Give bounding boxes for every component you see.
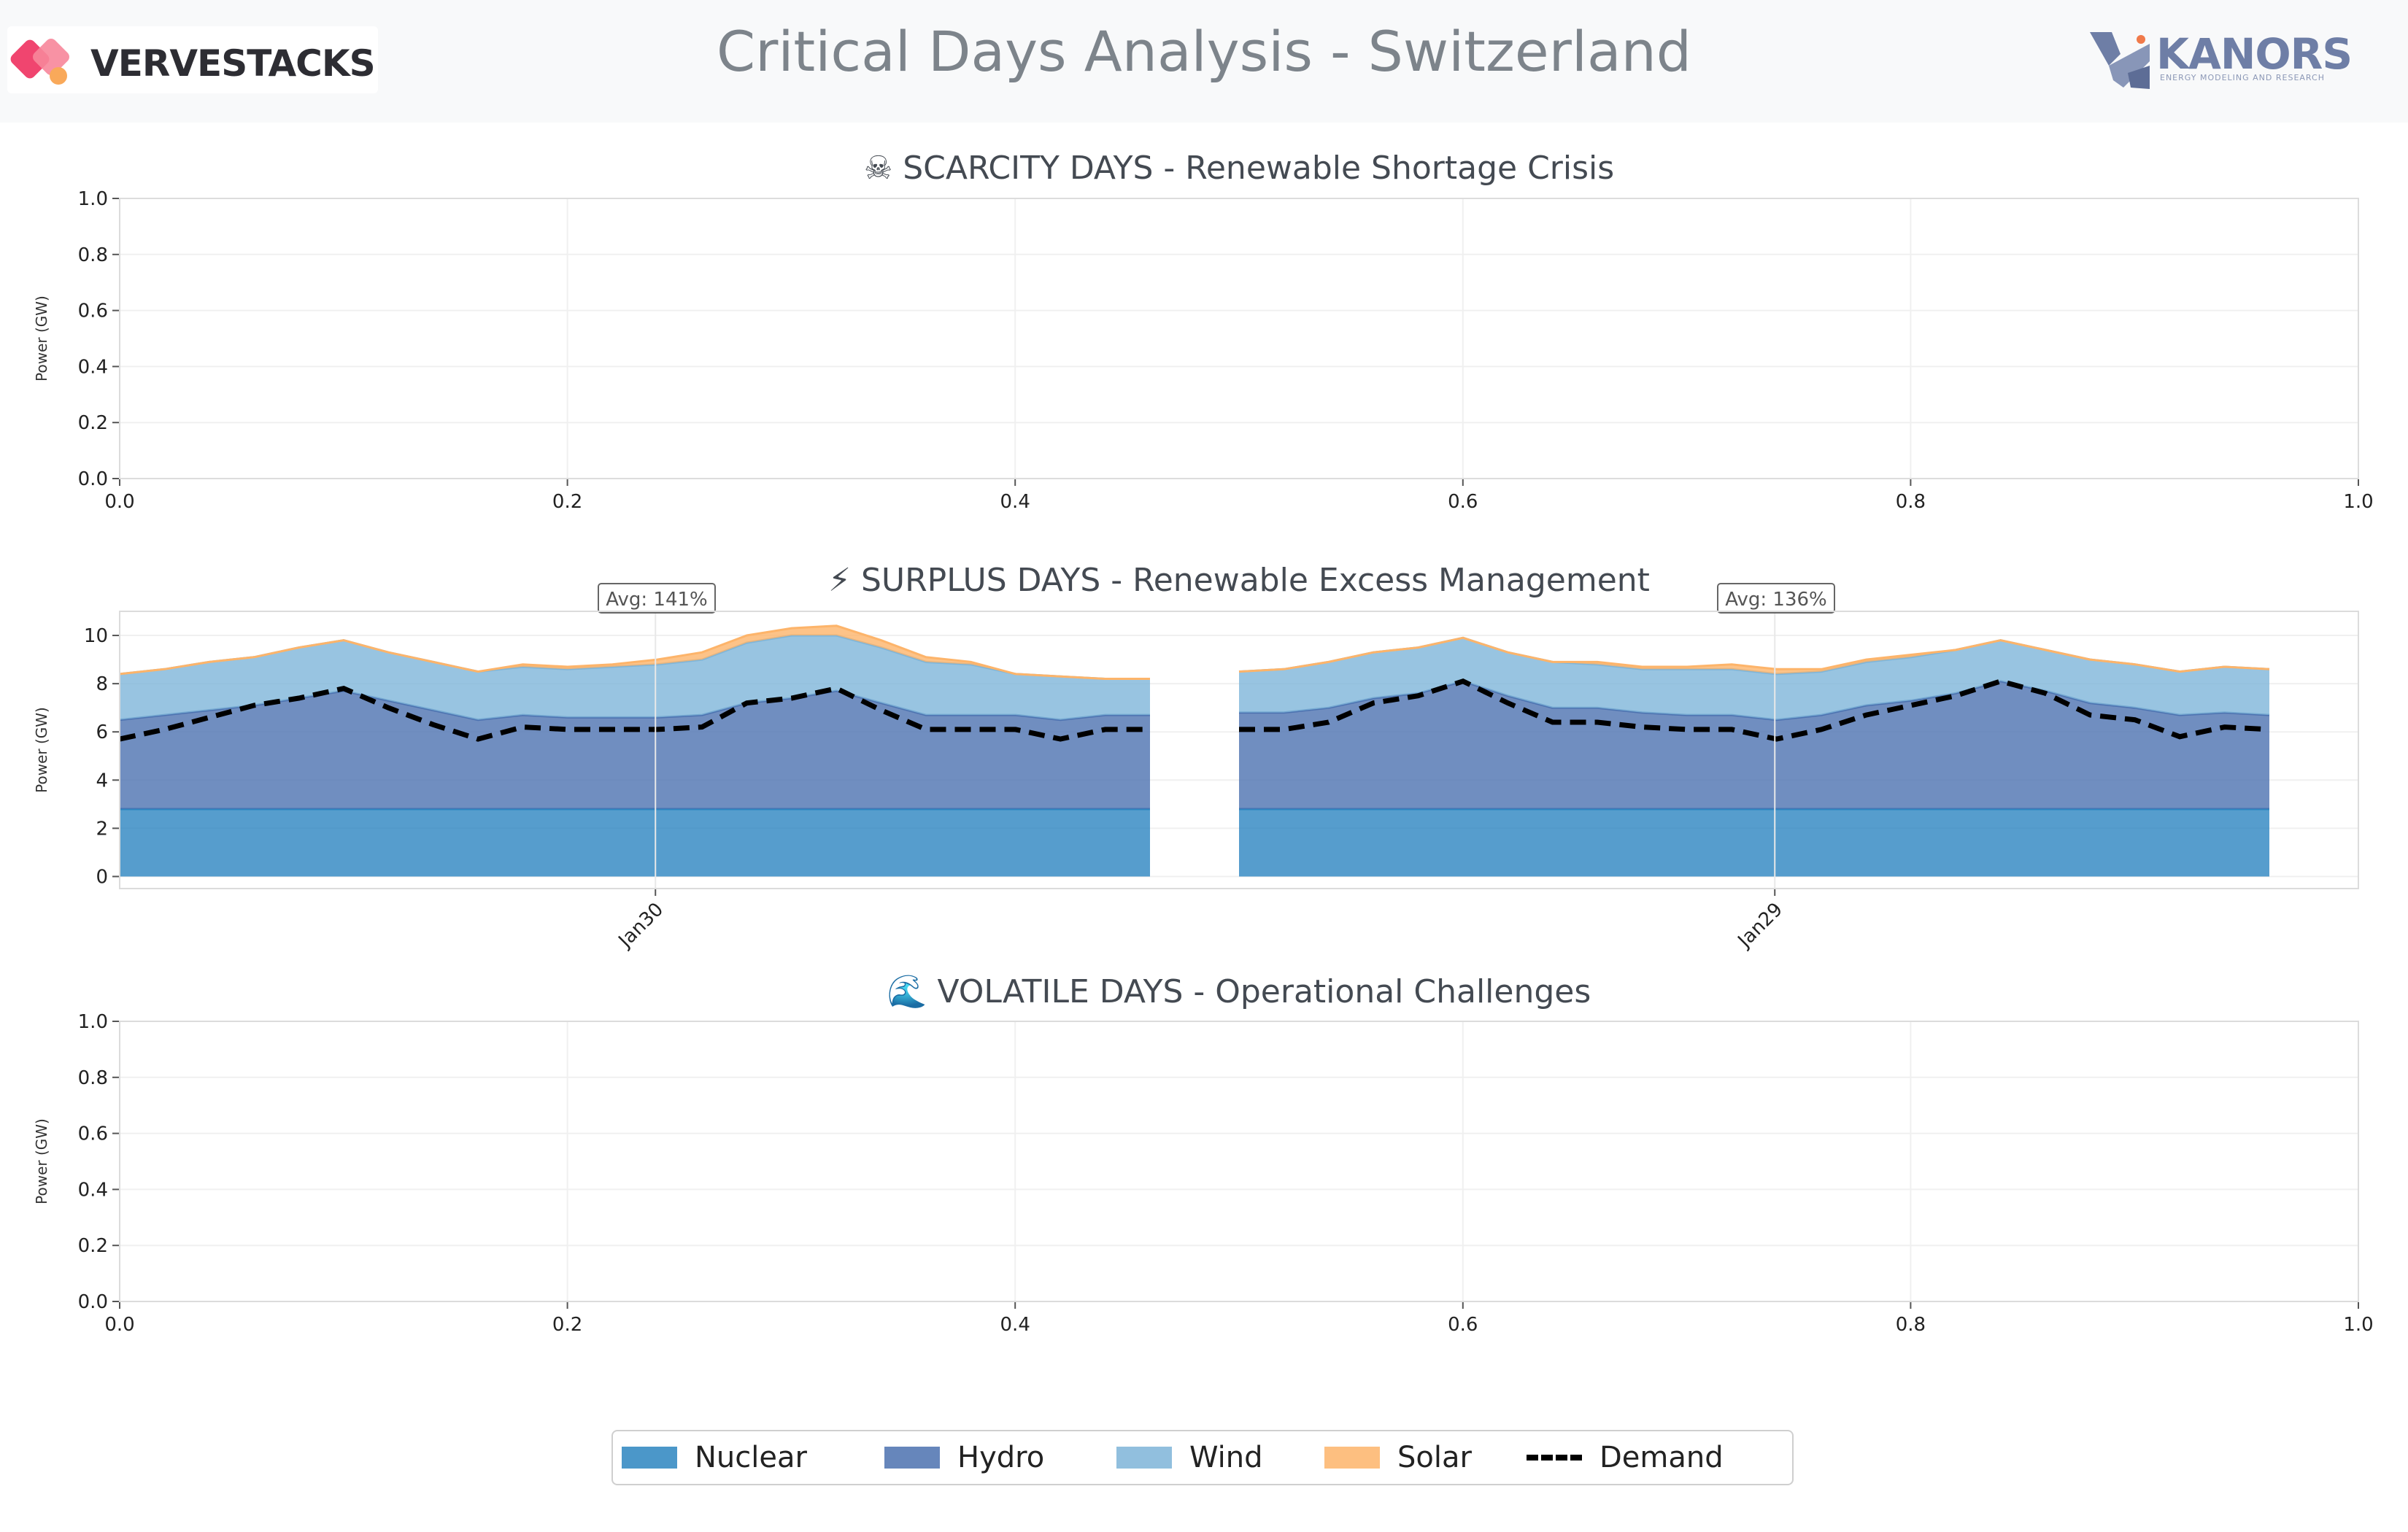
kanors-tagline: ENERGY MODELING AND RESEARCH	[2160, 73, 2325, 82]
y-tick-label-1: 0	[96, 866, 108, 888]
x-tick-label-2: 0.2	[552, 1314, 582, 1336]
x-tick-label-Jan30: Jan30	[614, 899, 668, 953]
legend-item-hydro: Hydro	[884, 1431, 1044, 1484]
subplot-title-0: ☠ SCARCITY DAYS - Renewable Shortage Cri…	[864, 150, 1614, 187]
hydro-area-Jan30	[120, 691, 1150, 809]
avg-annotation-Jan30: Avg: 141%	[606, 589, 708, 611]
y-tick-label-1: 2	[96, 818, 108, 840]
nuclear-area-Jan29	[1239, 809, 2269, 877]
y-tick-label-0: 0.2	[78, 412, 108, 434]
y-tick-label-0: 0.4	[78, 356, 108, 378]
y-axis-label-2: Power (GW)	[33, 1118, 50, 1204]
hydro-area-Jan29	[1239, 681, 2269, 809]
subplot-title-2: 🌊 VOLATILE DAYS - Operational Challenges	[887, 973, 1591, 1010]
solar-edge-Jan30	[119, 624, 1150, 680]
y-tick-label-2: 0.6	[78, 1123, 108, 1145]
charts-canvas: ☠ SCARCITY DAYS - Renewable Shortage Cri…	[33, 150, 2374, 1336]
demand-line-Jan30	[119, 686, 1150, 742]
kanors-wordmark: KANORS	[2156, 29, 2353, 79]
y-tick-label-2: 1.0	[78, 1011, 108, 1033]
wind-area-Jan29	[1239, 638, 2269, 720]
y-tick-label-0: 1.0	[78, 188, 108, 210]
vervestacks-logo: VERVESTACKS	[7, 26, 378, 93]
avg-annotation-box-Jan30	[598, 583, 716, 614]
nuclear-area-Jan30	[120, 809, 1150, 877]
legend-item-demand: Demand	[1527, 1431, 1724, 1484]
legend-swatch-solar	[1324, 1447, 1380, 1469]
demand-line-Jan29	[1239, 678, 2270, 742]
x-tick-label-0: 0.6	[1448, 491, 1478, 513]
x-tick-label-2: 0.0	[104, 1314, 134, 1336]
legend-item-nuclear: Nuclear	[622, 1431, 807, 1484]
x-tick-label-2: 1.0	[2343, 1314, 2373, 1336]
y-tick-label-1: 4	[96, 770, 108, 792]
y-tick-label-2: 0.4	[78, 1179, 108, 1201]
legend-label-solar: Solar	[1397, 1441, 1472, 1474]
wind-area-Jan30	[120, 635, 1150, 720]
legend-swatch-wind	[1116, 1447, 1172, 1469]
subplot-title-1: ⚡ SURPLUS DAYS - Renewable Excess Manage…	[828, 562, 1650, 599]
x-tick-label-0: 0.8	[1896, 491, 1926, 513]
y-tick-label-2: 0.8	[78, 1067, 108, 1089]
x-tick-label-2: 0.4	[1000, 1314, 1030, 1336]
solar-edge-Jan29	[1238, 636, 2270, 673]
y-tick-label-1: 10	[84, 625, 108, 647]
y-tick-label-2: 0.0	[78, 1291, 108, 1313]
legend-swatch-hydro	[884, 1447, 940, 1469]
legend-item-solar: Solar	[1324, 1431, 1472, 1484]
page-title: Critical Days Analysis - Switzerland	[717, 19, 1691, 84]
x-tick-label-2: 0.8	[1896, 1314, 1926, 1336]
legend-label-wind: Wind	[1189, 1441, 1263, 1474]
y-tick-label-0: 0.0	[78, 468, 108, 490]
y-axis-label-1: Power (GW)	[33, 707, 50, 793]
vervestacks-logo-mark	[10, 39, 69, 85]
y-tick-label-0: 0.8	[78, 244, 108, 266]
vervestacks-wordmark: VERVESTACKS	[90, 42, 376, 85]
legend-item-wind: Wind	[1116, 1431, 1263, 1484]
y-tick-label-2: 0.2	[78, 1235, 108, 1257]
legend-label-demand: Demand	[1599, 1441, 1724, 1474]
legend-swatch-nuclear	[622, 1447, 677, 1469]
legend-label-nuclear: Nuclear	[695, 1441, 807, 1474]
x-tick-label-0: 0.0	[104, 491, 134, 513]
x-tick-label-0: 0.4	[1000, 491, 1030, 513]
x-tick-label-0: 0.2	[552, 491, 582, 513]
hydro-edge-Jan29	[1239, 680, 2270, 721]
avg-annotation-box-Jan29	[1717, 583, 1835, 614]
legend-swatch-demand	[1527, 1455, 1582, 1461]
day-group-Jan30	[119, 624, 1150, 877]
legend-label-hydro: Hydro	[957, 1441, 1045, 1474]
legend: Nuclear Hydro Wind Solar Demand	[611, 1430, 1794, 1485]
y-axis-label-0: Power (GW)	[33, 295, 50, 382]
kanors-logo-mark	[2090, 32, 2150, 89]
x-tick-label-0: 1.0	[2343, 491, 2373, 513]
plot-frame-2	[119, 1021, 2359, 1302]
day-group-Jan29	[1238, 636, 2270, 877]
plot-frame-1	[119, 611, 2359, 889]
y-tick-label-0: 0.6	[78, 301, 108, 322]
x-tick-label-2: 0.6	[1448, 1314, 1478, 1336]
y-tick-label-1: 6	[96, 721, 108, 743]
x-tick-label-Jan29: Jan29	[1733, 899, 1787, 953]
y-tick-label-1: 8	[96, 673, 108, 695]
plot-frame-0	[119, 198, 2359, 479]
header-bar: VERVESTACKS Critical Days Analysis - Swi…	[0, 0, 2408, 123]
avg-annotation-Jan29: Avg: 136%	[1725, 589, 1827, 611]
